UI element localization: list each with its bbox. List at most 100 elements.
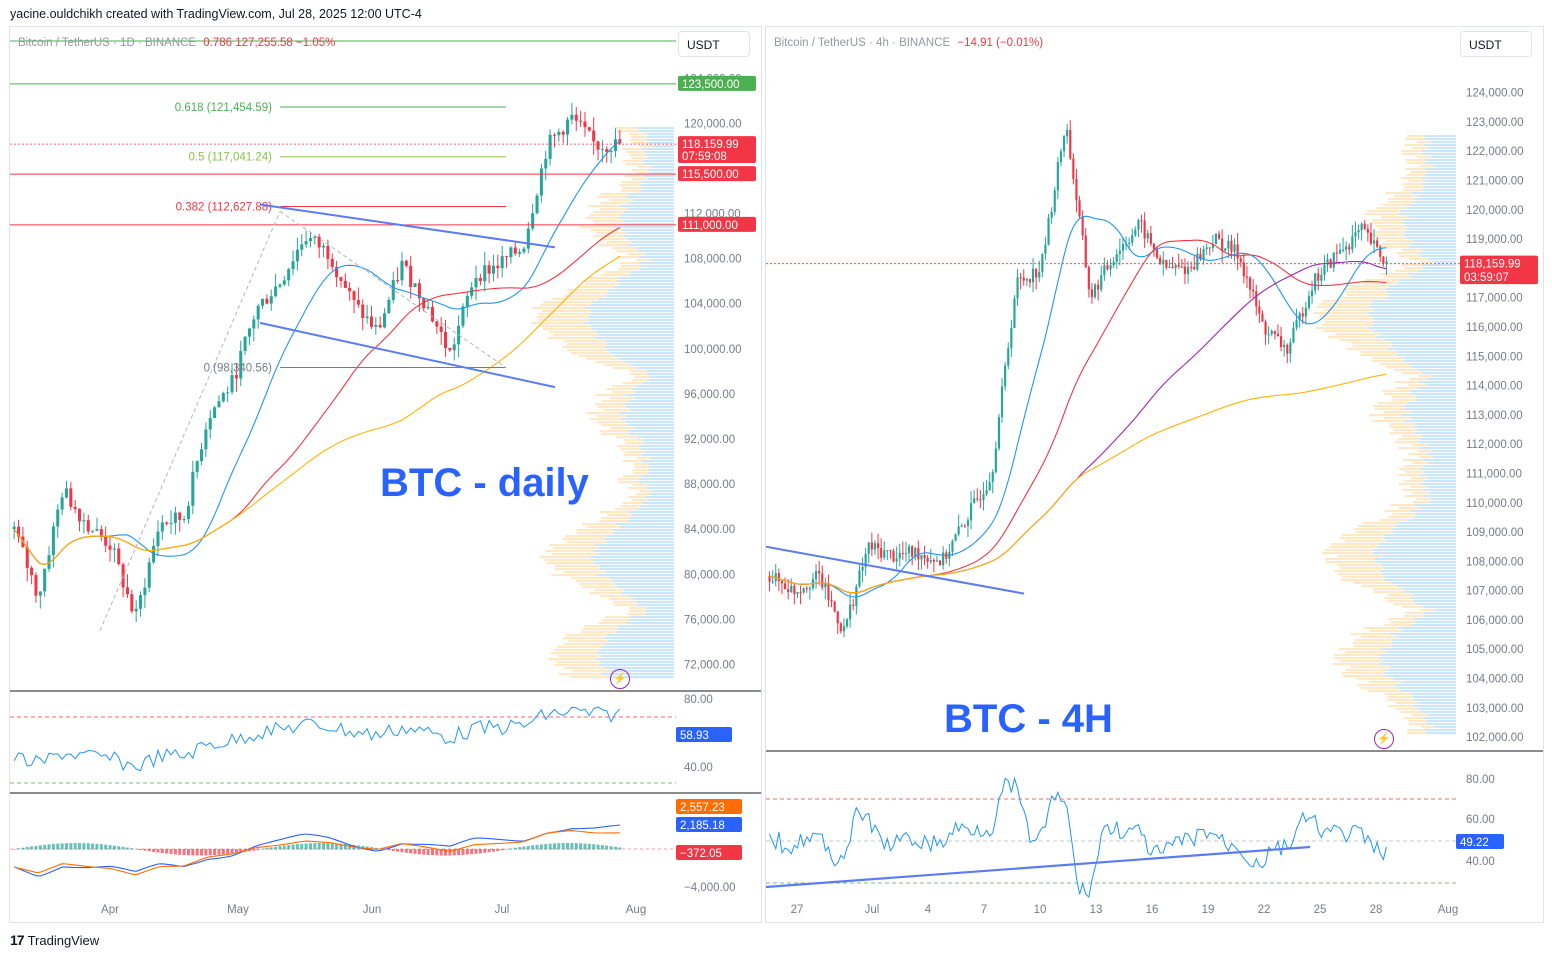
x-tick-label: 22 <box>1258 904 1271 916</box>
volume-profile-bar <box>1391 513 1416 516</box>
volume-profile-bar <box>627 613 645 616</box>
candle-body <box>234 375 238 379</box>
volume-profile-bar <box>1401 183 1423 186</box>
candle-body <box>352 291 356 301</box>
volume-profile-bar <box>1373 405 1405 408</box>
volume-profile-bar <box>1387 618 1414 621</box>
volume-profile-bar <box>1352 642 1392 645</box>
candle-body <box>1245 276 1249 278</box>
volume-profile-bar <box>564 340 606 343</box>
volume-profile-bar <box>620 505 641 508</box>
volume-profile-bar <box>1385 675 1456 678</box>
volume-profile-bar <box>601 673 674 676</box>
candle-body <box>1137 220 1140 230</box>
volume-profile-bar <box>1334 654 1380 657</box>
candle-body <box>1236 244 1239 259</box>
candle-body <box>1211 244 1214 248</box>
volume-profile-bar <box>1357 525 1395 528</box>
volume-profile-bar <box>1357 684 1395 687</box>
volume-profile-bar <box>597 421 626 424</box>
volume-profile-bar <box>1419 483 1456 486</box>
macd-histogram-bar <box>186 849 190 856</box>
volume-profile-bar <box>604 271 631 274</box>
volume-profile-bar <box>1416 498 1432 501</box>
x-tick-label: 7 <box>981 904 987 916</box>
volume-profile-bar <box>627 208 674 211</box>
fib-level-label: 0 (98,340.56) <box>204 363 273 375</box>
candle-body <box>596 141 600 150</box>
macd-histogram-bar <box>221 849 225 855</box>
volume-profile-bar <box>1405 225 1456 228</box>
candle-body <box>1093 284 1097 298</box>
candle-body <box>1059 151 1063 163</box>
volume-profile-bar <box>1423 717 1456 720</box>
candle-body <box>1276 333 1280 337</box>
candle-body <box>1016 277 1019 299</box>
candle-body <box>1174 264 1177 268</box>
daily-currency-button[interactable]: USDT <box>678 31 750 57</box>
volume-profile-bar <box>1384 192 1412 195</box>
volume-profile-bar <box>1342 576 1385 579</box>
candle-body <box>1075 178 1078 201</box>
daily-chart-panel[interactable]: 124,000.00120,000.00112,000.00108,000.00… <box>9 26 762 923</box>
macd-histogram-bar <box>426 849 430 855</box>
y-tick-label: 84,000.00 <box>684 524 735 536</box>
volume-profile-bar <box>591 310 674 313</box>
volume-profile-bar <box>1403 615 1424 618</box>
candle-body <box>1382 256 1385 264</box>
macd-value-tag-bg <box>676 799 742 814</box>
volume-profile-bar <box>641 187 674 190</box>
four-hour-symbol-text: Bitcoin / TetherUS · 4h · BINANCE <box>774 37 951 49</box>
candle-body <box>1385 261 1388 264</box>
volume-profile-bar <box>644 253 674 256</box>
candle-body <box>1152 243 1156 250</box>
macd-histogram-bar <box>574 843 578 850</box>
volume-profile-bar <box>600 433 629 436</box>
volume-profile-bar <box>1404 231 1456 234</box>
volume-profile-bar <box>599 568 674 571</box>
volume-profile-bar <box>568 640 609 643</box>
volume-profile-bar <box>630 373 647 376</box>
volume-profile-bar <box>1390 342 1456 345</box>
candle-body <box>217 401 221 408</box>
rsi-value-tag: 58.93 <box>680 730 709 742</box>
volume-profile-bar <box>1338 648 1383 651</box>
volume-profile-bar <box>1410 486 1428 489</box>
lightning-icon[interactable]: ⚡ <box>1374 729 1394 749</box>
volume-profile-bar <box>1425 174 1456 177</box>
macd-histogram-bar <box>487 849 491 853</box>
volume-profile-bar <box>536 316 589 319</box>
candle-body <box>64 488 68 498</box>
candle-body <box>413 283 417 287</box>
four-hour-currency-button[interactable]: USDT <box>1460 31 1532 57</box>
volume-profile-bar <box>1391 396 1416 399</box>
candle-body <box>1103 265 1106 276</box>
candle-body <box>1233 244 1236 252</box>
volume-profile-bar <box>598 622 627 625</box>
four-hour-chart-panel[interactable]: 124,000.00 123,000.00 122,000.00 121,000.00… <box>765 26 1544 923</box>
volume-profile-bar <box>1396 354 1456 357</box>
candle-body <box>1323 264 1326 275</box>
volume-profile-bar <box>641 460 674 463</box>
price-tag-bg <box>678 75 756 91</box>
volume-profile-bar <box>590 304 674 307</box>
candle-body <box>1304 307 1307 317</box>
daily-chart-svg[interactable]: 124,000.00120,000.00112,000.00108,000.00… <box>10 27 761 922</box>
y-tick-label: 123,000.00 <box>1466 117 1524 129</box>
volume-profile-bar <box>540 304 591 307</box>
candle-body <box>923 555 926 558</box>
volume-profile-bar <box>1405 612 1425 615</box>
volume-profile-bar <box>1402 459 1423 462</box>
volume-profile-bar <box>622 160 642 163</box>
candle-body <box>1056 162 1059 191</box>
volume-profile-bar <box>1340 567 1384 570</box>
volume-profile-bar <box>600 430 628 433</box>
lightning-icon[interactable]: ⚡ <box>610 669 630 689</box>
candle-body <box>156 531 160 547</box>
candle-body <box>1217 233 1221 239</box>
volume-profile-bar <box>1433 165 1456 168</box>
four-hour-chart-svg[interactable]: 124,000.00 123,000.00 122,000.00 121,000.00… <box>766 27 1543 922</box>
volume-profile-bar <box>627 202 674 205</box>
volume-profile-bar <box>1384 510 1412 513</box>
candle-body <box>182 519 186 521</box>
